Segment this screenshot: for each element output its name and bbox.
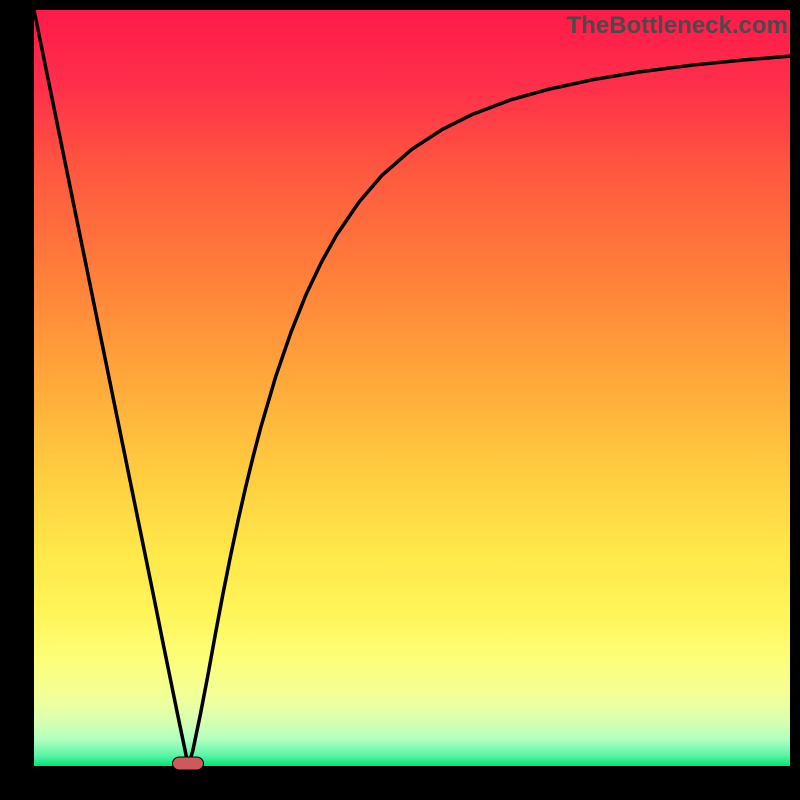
bottleneck-curve xyxy=(34,10,790,766)
plot-area xyxy=(34,10,790,766)
optimal-point-pill-icon xyxy=(172,757,204,771)
curve-layer xyxy=(34,10,790,766)
optimal-point-marker xyxy=(172,757,204,776)
chart-container: TheBottleneck.com xyxy=(0,0,800,800)
watermark-text: TheBottleneck.com xyxy=(567,12,788,40)
